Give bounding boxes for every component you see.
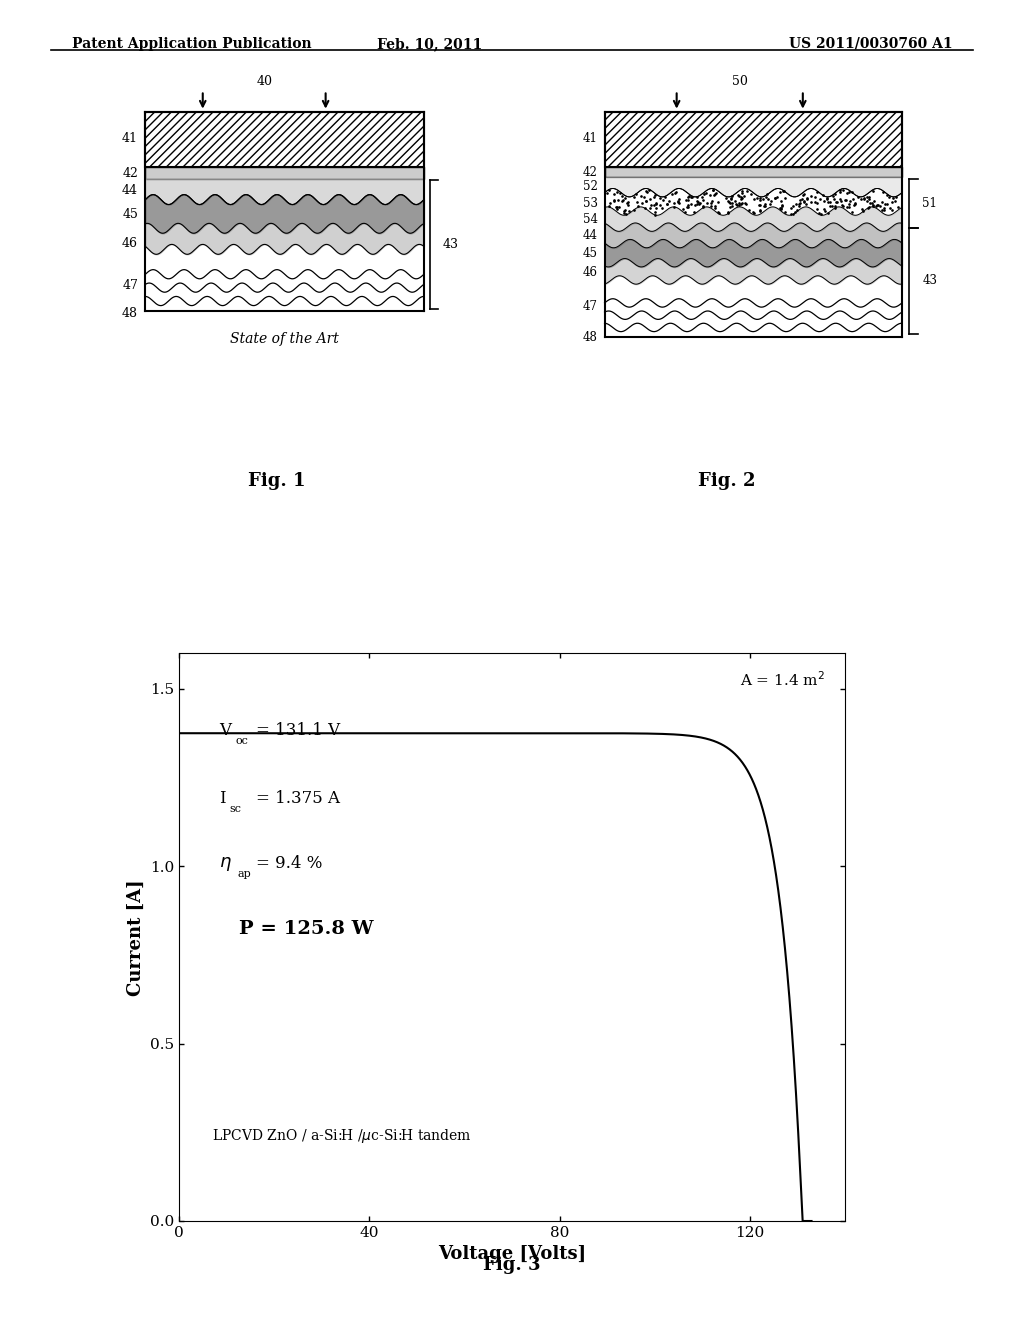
- Text: 44: 44: [583, 228, 598, 242]
- Text: = 9.4 %: = 9.4 %: [256, 855, 323, 873]
- Text: I: I: [219, 789, 225, 807]
- Text: 42: 42: [122, 168, 138, 180]
- Text: V: V: [219, 722, 231, 738]
- Text: sc: sc: [229, 804, 241, 814]
- Text: 42: 42: [583, 165, 598, 178]
- Text: $\eta$: $\eta$: [219, 855, 232, 873]
- Text: A = 1.4 m$^2$: A = 1.4 m$^2$: [740, 671, 824, 689]
- Y-axis label: Current [A]: Current [A]: [127, 879, 144, 995]
- Text: 51: 51: [923, 197, 937, 210]
- Text: 46: 46: [122, 238, 138, 249]
- Text: 48: 48: [122, 308, 138, 321]
- Text: 43: 43: [923, 275, 937, 288]
- Text: 44: 44: [122, 183, 138, 197]
- Text: Fig. 3: Fig. 3: [483, 1255, 541, 1274]
- Bar: [604, 112, 902, 168]
- Bar: [145, 112, 424, 168]
- Bar: [145, 112, 424, 168]
- Text: oc: oc: [236, 735, 249, 746]
- X-axis label: Voltage [Volts]: Voltage [Volts]: [438, 1245, 586, 1263]
- Bar: [604, 112, 902, 168]
- Text: ap: ap: [238, 869, 252, 879]
- Text: 52: 52: [583, 180, 598, 193]
- Text: 43: 43: [442, 238, 459, 251]
- Text: 47: 47: [583, 300, 598, 313]
- Text: 54: 54: [583, 213, 598, 226]
- Text: Feb. 10, 2011: Feb. 10, 2011: [378, 37, 482, 51]
- Text: LPCVD ZnO / a-Si:H /$\mu$c-Si:H tandem: LPCVD ZnO / a-Si:H /$\mu$c-Si:H tandem: [213, 1127, 472, 1146]
- Text: 46: 46: [583, 265, 598, 279]
- Bar: [145, 168, 424, 178]
- Text: State of the Art: State of the Art: [230, 331, 339, 346]
- Text: 45: 45: [122, 209, 138, 222]
- Text: = 131.1 V: = 131.1 V: [256, 722, 340, 738]
- Text: = 1.375 A: = 1.375 A: [256, 789, 340, 807]
- Text: 50: 50: [732, 75, 748, 88]
- Text: 47: 47: [122, 280, 138, 292]
- Text: 41: 41: [583, 132, 598, 145]
- Text: 53: 53: [583, 197, 598, 210]
- Text: P = 125.8 W: P = 125.8 W: [239, 920, 374, 939]
- Text: 48: 48: [583, 331, 598, 345]
- Text: US 2011/0030760 A1: US 2011/0030760 A1: [788, 37, 952, 51]
- Text: Patent Application Publication: Patent Application Publication: [72, 37, 311, 51]
- Text: 45: 45: [583, 247, 598, 260]
- Text: Fig. 1: Fig. 1: [248, 471, 305, 490]
- Text: 41: 41: [122, 132, 138, 145]
- Text: 40: 40: [256, 75, 272, 88]
- Text: Fig. 2: Fig. 2: [698, 471, 756, 490]
- Bar: [604, 168, 902, 177]
